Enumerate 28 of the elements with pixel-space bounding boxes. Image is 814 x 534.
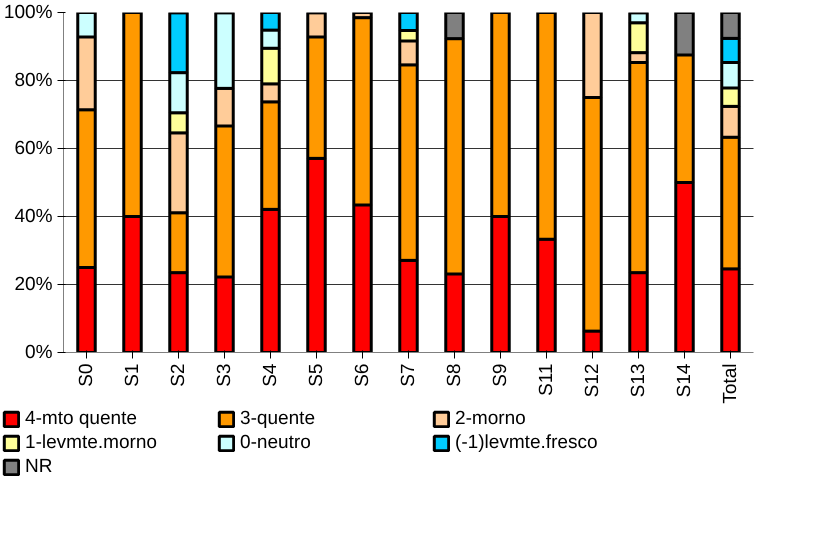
x-tick-label: S4 — [260, 363, 281, 387]
x-tick-label: S2 — [168, 363, 189, 387]
x-tick-label: S1 — [122, 363, 143, 387]
x-tick-label: S9 — [490, 363, 511, 387]
x-tick-label: S0 — [76, 363, 97, 387]
x-tick-label: S6 — [352, 363, 373, 387]
x-tick-label: S11 — [536, 363, 557, 396]
x-tick-label: S13 — [628, 363, 649, 398]
x-tick-label: S3 — [214, 363, 235, 387]
legend-label: 0-neutro — [240, 432, 312, 454]
legend-label: 1-levmte.morno — [25, 432, 158, 454]
y-tick-label: 0% — [25, 342, 53, 363]
legend-label: (-1)levmte.fresco — [455, 432, 599, 454]
legend-label: 2-morno — [455, 408, 527, 430]
legend-label: NR — [25, 456, 54, 478]
x-tick-label: S5 — [306, 363, 327, 387]
legend-label: 4-mto quente — [25, 408, 138, 430]
y-tick-label: 60% — [14, 138, 53, 159]
x-tick-label: S7 — [398, 363, 419, 387]
y-tick-label: 100% — [4, 2, 53, 23]
x-tick-label: S12 — [582, 363, 603, 398]
y-tick-label: 40% — [14, 206, 53, 227]
legend-label: 3-quente — [240, 408, 316, 430]
x-tick-label: S8 — [444, 363, 465, 387]
y-tick-label: 80% — [14, 70, 53, 91]
y-tick-label: 20% — [14, 274, 53, 295]
x-tick-label: S14 — [674, 363, 695, 398]
x-tick-label: Total — [720, 363, 741, 404]
